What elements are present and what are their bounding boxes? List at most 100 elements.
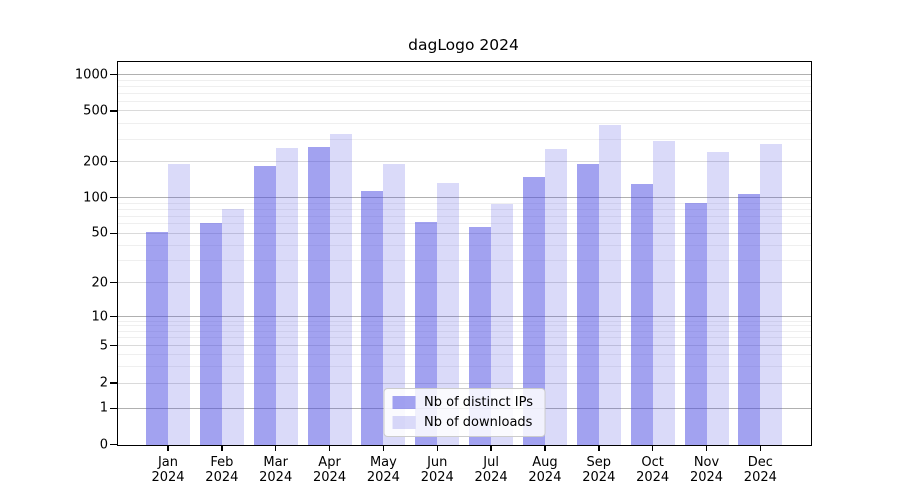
bar-downloads-jul xyxy=(491,203,514,445)
legend-label-downloads: Nb of downloads xyxy=(424,414,533,430)
bar-downloads-apr xyxy=(329,134,352,445)
bar-ips-aug xyxy=(522,176,545,445)
bar-downloads-nov xyxy=(706,151,729,445)
y-tick-label-2: 2 xyxy=(99,375,108,391)
y-tick-mark-1 xyxy=(110,407,117,410)
y-tick-label-100: 100 xyxy=(83,190,108,206)
bar-ips-sep xyxy=(576,164,599,445)
bar-downloads-jun xyxy=(437,183,460,445)
x-tick-mark-nov xyxy=(705,446,708,451)
gridline-500 xyxy=(118,110,811,112)
gridline-minor xyxy=(118,215,811,217)
y-tick-label-10: 10 xyxy=(91,309,108,325)
gridline-100 xyxy=(118,197,811,199)
y-tick-label-50: 50 xyxy=(91,225,108,241)
x-tick-mark-feb xyxy=(221,446,223,451)
bar-downloads-feb xyxy=(221,209,244,445)
x-tick-mark-aug xyxy=(544,446,546,451)
y-tick-label-20: 20 xyxy=(91,275,108,291)
bar-downloads-aug xyxy=(544,149,567,445)
x-tick-label-jun: Jun 2024 xyxy=(420,454,454,485)
x-tick-label-apr: Apr 2024 xyxy=(313,454,347,485)
bar-ips-apr xyxy=(307,147,330,445)
gridline-50 xyxy=(118,232,811,234)
gridline-minor xyxy=(118,325,811,327)
y-tick-label-1: 1 xyxy=(99,400,108,416)
bar-downloads-dec xyxy=(760,144,783,445)
y-tick-mark-20 xyxy=(110,281,117,284)
gridline-200 xyxy=(118,161,811,163)
bar-downloads-may xyxy=(383,164,406,445)
y-tick-label-1000: 1000 xyxy=(74,67,108,82)
y-tick-mark-500 xyxy=(110,110,117,112)
x-tick-label-dec: Dec 2024 xyxy=(743,454,777,485)
legend-label-distinct-ips: Nb of distinct IPs xyxy=(424,394,533,410)
bar-downloads-oct xyxy=(652,141,675,445)
gridline-10 xyxy=(118,316,811,318)
y-tick-mark-5 xyxy=(110,344,117,347)
gridline-minor xyxy=(118,320,811,322)
bar-downloads-mar xyxy=(275,148,298,445)
x-tick-mark-sep xyxy=(598,446,600,451)
x-tick-label-jul: Jul 2024 xyxy=(474,454,508,485)
gridline-5 xyxy=(118,345,811,346)
x-tick-label-may: May 2024 xyxy=(366,454,400,485)
x-tick-mark-may xyxy=(382,446,385,451)
x-tick-mark-jun xyxy=(436,446,438,451)
x-tick-mark-jan xyxy=(167,446,169,451)
y-tick-mark-100 xyxy=(110,196,117,199)
bar-downloads-jan xyxy=(168,164,190,445)
y-tick-label-0: 0 xyxy=(99,437,108,452)
x-tick-label-mar: Mar 2024 xyxy=(259,454,293,485)
gridline-minor xyxy=(118,331,811,333)
gridline-minor xyxy=(118,260,811,262)
x-tick-label-oct: Oct 2024 xyxy=(636,454,670,485)
gridline-minor xyxy=(118,122,811,124)
y-tick-mark-2 xyxy=(110,382,117,384)
y-tick-label-200: 200 xyxy=(83,154,108,170)
legend-item-downloads: Nb of downloads xyxy=(392,415,533,430)
bar-ips-feb xyxy=(199,223,222,445)
gridline-1000 xyxy=(118,74,811,75)
legend-item-distinct-ips: Nb of distinct IPs xyxy=(392,395,533,410)
legend-swatch-downloads xyxy=(392,415,416,429)
bar-ips-may xyxy=(361,191,384,445)
gridline-minor xyxy=(118,365,811,367)
x-tick-label-aug: Aug 2024 xyxy=(528,454,562,485)
y-tick-label-500: 500 xyxy=(83,103,108,119)
x-tick-label-feb: Feb 2024 xyxy=(205,454,239,485)
gridline-minor xyxy=(118,92,811,94)
x-tick-mark-dec xyxy=(759,446,762,451)
plot-area: Nb of distinct IPs Nb of downloads 0 1 2 5 1… xyxy=(75,61,812,485)
gridline-minor xyxy=(118,354,811,356)
bar-downloads-sep xyxy=(598,125,621,445)
x-tick-mark-apr xyxy=(328,446,331,451)
bar-ips-oct xyxy=(630,184,653,445)
x-tick-mark-jul xyxy=(490,446,492,451)
gridline-minor xyxy=(118,79,811,81)
gridline-2 xyxy=(118,382,811,384)
gridline-minor xyxy=(118,138,811,140)
x-tick-mark-mar xyxy=(274,446,277,451)
x-tick-label-jan: Jan 2024 xyxy=(151,454,185,485)
gridline-20 xyxy=(118,282,811,284)
y-tick-mark-0 xyxy=(110,443,117,446)
gridline-minor xyxy=(118,208,811,210)
bar-ips-nov xyxy=(684,202,707,445)
bar-ips-mar xyxy=(253,166,276,445)
gridline-minor xyxy=(118,223,811,225)
bar-ips-jan xyxy=(146,232,168,445)
y-tick-mark-200 xyxy=(110,160,117,163)
gridline-minor xyxy=(118,337,811,339)
gridline-minor xyxy=(118,202,811,204)
legend-swatch-distinct-ips xyxy=(392,395,416,409)
x-tick-mark-oct xyxy=(651,446,654,451)
gridline-minor xyxy=(118,100,811,102)
gridline-minor xyxy=(118,244,811,246)
y-tick-label-5: 5 xyxy=(99,338,108,353)
y-tick-mark-1000 xyxy=(110,73,117,76)
y-tick-mark-10 xyxy=(110,315,117,318)
legend: Nb of distinct IPs Nb of downloads xyxy=(383,387,546,437)
x-tick-label-sep: Sep 2024 xyxy=(582,454,616,485)
